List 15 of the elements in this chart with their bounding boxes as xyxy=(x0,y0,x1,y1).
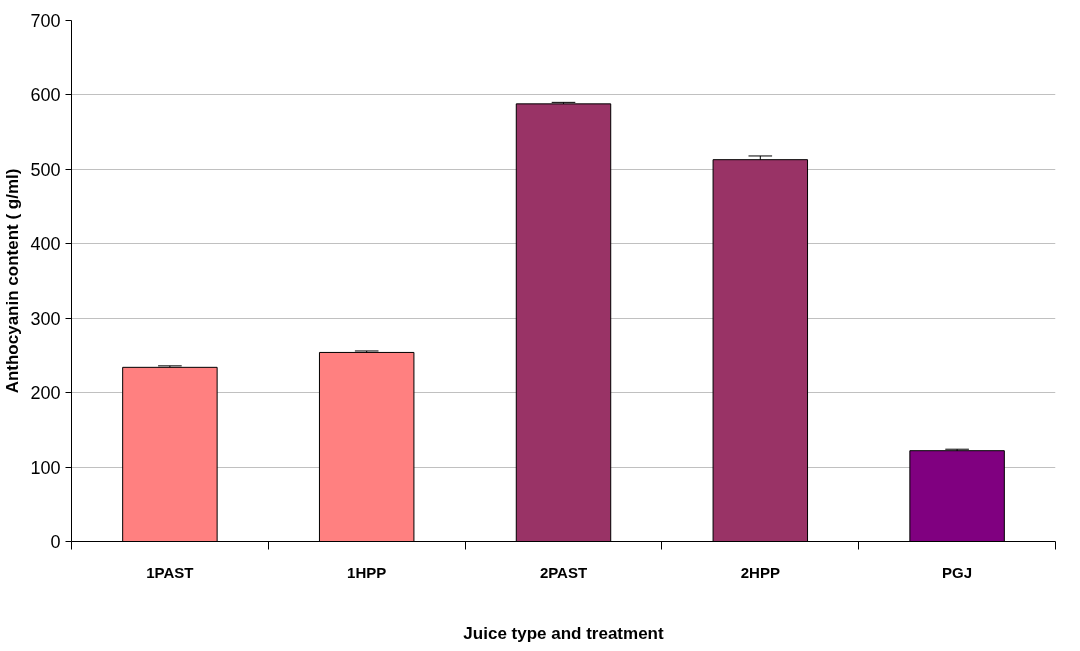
y-tick-label: 100 xyxy=(30,457,61,478)
x-tick-label: 1PAST xyxy=(146,563,194,581)
y-tick-label: 300 xyxy=(30,308,61,329)
y-tick-label: 0 xyxy=(50,532,61,552)
y-tick-label: 500 xyxy=(30,159,61,180)
x-tick-label: PGJ xyxy=(942,563,973,581)
x-axis-title: Juice type and treatment xyxy=(463,623,664,643)
x-tick-label: 2PAST xyxy=(539,563,588,581)
y-axis-title: Anthocyanin content ( g/ml) xyxy=(3,168,23,394)
x-tick-label: 2HPP xyxy=(740,563,780,581)
y-tick-label: 400 xyxy=(30,234,61,255)
x-tick-label: 1HPP xyxy=(347,563,387,581)
y-tick-label: 600 xyxy=(30,85,61,106)
y-tick-label: 700 xyxy=(30,11,61,31)
y-tick-label: 200 xyxy=(30,383,61,404)
